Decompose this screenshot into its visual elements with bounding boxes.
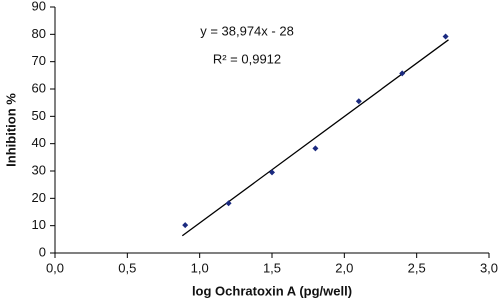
x-tick-label: 0,5 (118, 260, 136, 275)
y-tick-label: 60 (32, 80, 46, 95)
y-tick-label: 10 (32, 217, 46, 232)
x-tick-label: 1,0 (191, 260, 209, 275)
x-tick-label: 1,5 (263, 260, 281, 275)
x-tick-label: 3,0 (480, 260, 498, 275)
y-axis-title: Inhibition % (3, 93, 18, 167)
y-tick-label: 50 (32, 108, 46, 123)
data-point (399, 70, 406, 77)
x-tick-label: 2,0 (335, 260, 353, 275)
r-squared: R² = 0,9912 (213, 51, 281, 66)
y-tick-label: 30 (32, 162, 46, 177)
x-axis-title: log Ochratoxin A (pg/well) (192, 283, 352, 298)
x-tick-label: 2,5 (408, 260, 426, 275)
y-tick-label: 90 (32, 0, 46, 13)
x-tick-label: 0,0 (46, 260, 64, 275)
data-point (442, 33, 449, 40)
data-point (269, 169, 275, 176)
data-point (225, 200, 232, 207)
y-tick-label: 0 (39, 244, 46, 259)
equation: y = 38,974x - 28 (200, 23, 294, 38)
y-tick-label: 40 (32, 135, 46, 150)
data-point (182, 222, 189, 229)
y-tick-label: 70 (32, 53, 46, 68)
trendline (181, 39, 449, 237)
data-point (355, 98, 362, 105)
y-tick-label: 20 (32, 190, 46, 205)
data-point (312, 145, 319, 152)
y-tick-label: 80 (32, 26, 46, 41)
